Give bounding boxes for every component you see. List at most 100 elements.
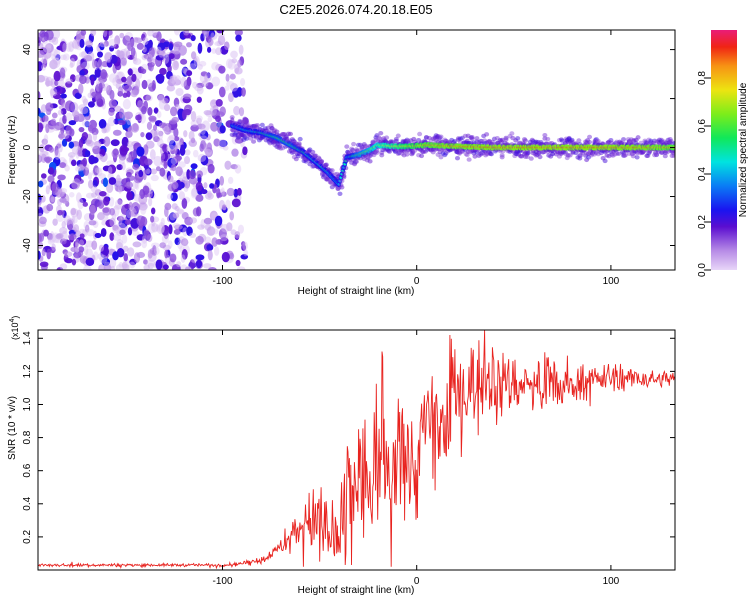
heatmap-cell [59,263,68,270]
heatmap-cell [38,122,44,133]
heatmap-cell [195,254,205,261]
heatmap-cell [236,187,242,196]
heatmap-cell [69,128,75,137]
heatmap-cell [51,53,56,61]
heatmap-cell [178,161,186,168]
heatmap-cell [195,181,203,192]
heatmap-cell [151,249,157,256]
heatmap-cell [115,228,121,235]
snr-series-line [37,329,675,570]
heatmap-cell [238,44,244,55]
heatmap-cell [102,207,110,213]
heatmap-cell [192,149,199,158]
heatmap-cell [166,144,175,152]
heatmap-cell [522,138,528,143]
heatmap-cell [164,122,172,133]
heatmap-cell [237,266,246,270]
spectrogram-ytick-label: 0 [22,144,33,150]
heatmap-cell [181,197,188,209]
heatmap-cell [180,254,186,263]
heatmap-cell [220,223,230,233]
heatmap-cell [587,139,593,145]
heatmap-cell [404,152,410,157]
heatmap-cell [83,220,90,230]
heatmap-cell [45,185,50,195]
heatmap-cell [141,79,148,90]
heatmap-cell [319,159,325,164]
heatmap-cell [119,32,125,39]
heatmap-cell [87,172,93,180]
heatmap-cell [164,249,169,259]
heatmap-cell [140,132,145,138]
heatmap-cell [536,151,542,156]
heatmap-cell [124,219,132,225]
heatmap-cell [193,55,200,67]
heatmap-cell [134,85,140,96]
heatmap-cell [112,148,119,156]
heatmap-cell [339,178,345,184]
heatmap-cell [149,149,156,160]
heatmap-cell [38,154,42,162]
heatmap-cell [56,267,64,270]
heatmap-cell [53,70,61,82]
heatmap-cell [201,80,209,87]
heatmap-cell [488,151,494,157]
heatmap-cell [136,146,145,157]
heatmap-cell [86,229,95,237]
heatmap-cell [62,133,70,140]
heatmap-cell [140,204,147,215]
heatmap-cell [116,238,124,250]
heatmap-cell [64,164,70,172]
heatmap-cell [75,166,82,172]
heatmap-cell [167,175,174,183]
heatmap-cell [159,242,166,249]
heatmap-cell [127,126,133,135]
heatmap-cell [197,224,205,230]
heatmap-cell [161,234,169,244]
heatmap-cell [97,51,103,58]
heatmap-cell [166,84,176,92]
heatmap-cell [132,58,142,66]
heatmap-cell [344,144,350,149]
heatmap-cell [38,180,44,188]
heatmap-cell [224,85,230,91]
heatmap-cell [190,51,197,60]
heatmap-cell [622,152,628,158]
heatmap-cell [80,30,87,36]
heatmap-cell [62,114,67,124]
heatmap-cell [419,153,425,159]
heatmap-cell [126,90,131,98]
heatmap-cell [52,93,62,100]
heatmap-cell [68,233,77,241]
heatmap-cell [174,79,182,86]
heatmap-cell [54,149,61,160]
heatmap-cell [164,206,169,218]
heatmap-cell [115,50,124,56]
heatmap-cell [180,238,189,246]
heatmap-cell [630,153,636,159]
heatmap-cell [40,104,47,113]
heatmap-cell [169,106,178,117]
heatmap-cell [129,261,136,269]
heatmap-cell [174,237,181,246]
heatmap-cell [545,136,551,142]
heatmap-cell [190,163,198,170]
heatmap-cell [219,234,229,242]
heatmap-cell [97,173,106,179]
heatmap-cell [664,150,670,155]
snr-ytick-label: 1.0 [22,397,33,411]
heatmap-cell [87,101,95,108]
snr-ytick-label: 0.8 [22,430,33,444]
heatmap-cell [150,168,158,175]
heatmap-cell [127,140,134,148]
heatmap-cell [199,135,208,142]
heatmap-cell [341,174,347,180]
heatmap-cell [46,42,52,49]
heatmap-cell [136,215,145,226]
heatmap-cell [113,233,122,242]
heatmap-cell [45,76,53,86]
heatmap-cell [151,80,156,91]
heatmap-cell [143,158,153,166]
heatmap-cell [117,50,125,60]
heatmap-cell [438,134,444,139]
